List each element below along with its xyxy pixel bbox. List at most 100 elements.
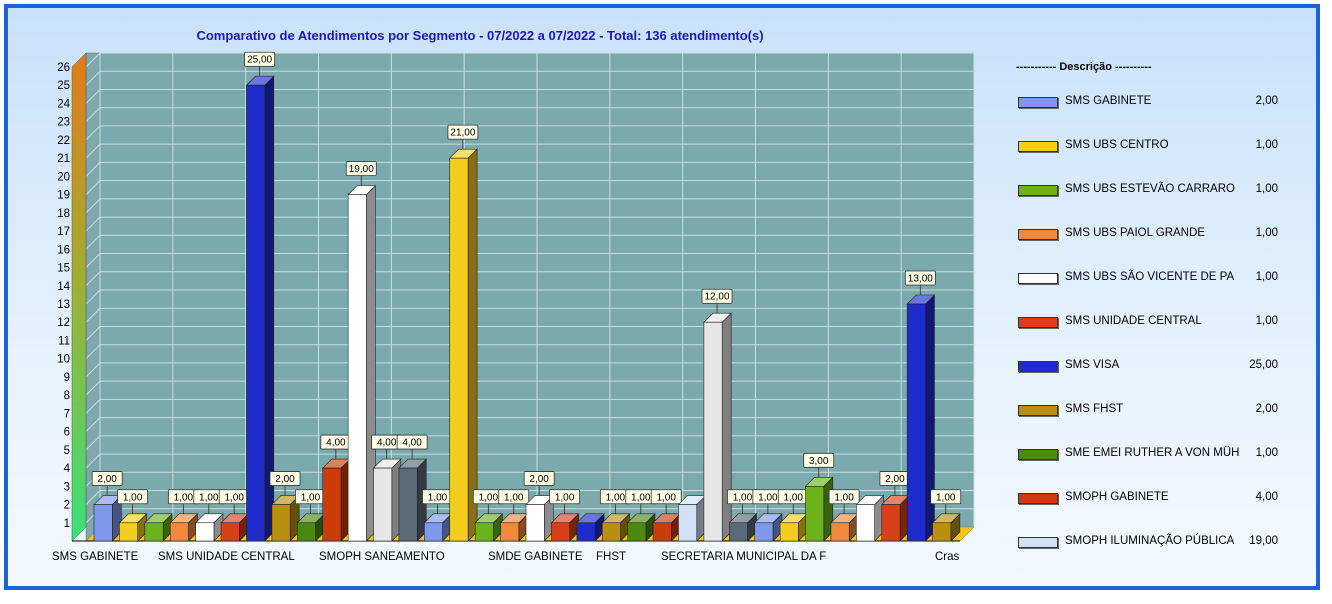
data-label: 2,00 bbox=[529, 474, 549, 485]
data-label: 1,00 bbox=[834, 492, 854, 503]
legend-swatch bbox=[1018, 537, 1058, 548]
data-label-box bbox=[244, 51, 276, 67]
gridline-h-side bbox=[85, 180, 101, 195]
gridline-h-side bbox=[85, 253, 101, 268]
data-label: 1,00 bbox=[758, 492, 778, 503]
gridline-h-side bbox=[85, 52, 101, 68]
y-tick-label: 15 bbox=[57, 263, 70, 275]
bar bbox=[551, 522, 571, 542]
data-label-box bbox=[269, 471, 301, 486]
bar bbox=[728, 522, 748, 542]
legend-value: 1,00 bbox=[1255, 139, 1278, 151]
bar bbox=[881, 504, 901, 542]
legend-label: SMS UNIDADE CENTRAL bbox=[1065, 315, 1202, 327]
y-tick-label: 7 bbox=[64, 408, 70, 420]
bar bbox=[474, 522, 494, 542]
legend-value: 19,00 bbox=[1249, 535, 1278, 547]
data-label: 1,00 bbox=[936, 492, 956, 503]
gridline-h-side bbox=[85, 453, 101, 469]
y-tick-label: 1 bbox=[64, 518, 70, 530]
data-label: 1,00 bbox=[199, 492, 219, 503]
y-tick-label: 20 bbox=[57, 171, 70, 183]
bar-side bbox=[721, 312, 732, 542]
legend-swatch bbox=[1018, 185, 1058, 196]
legend-title: ----------- Descrição ---------- bbox=[1016, 61, 1152, 73]
legend-swatch bbox=[1018, 493, 1058, 504]
legend-label: SMOPH ILUMINAÇÃO PÚBLICA bbox=[1065, 535, 1235, 547]
legend-item: SMOPH ILUMINAÇÃO PÚBLICA 19,00 bbox=[1018, 535, 1278, 551]
data-label-box bbox=[549, 489, 580, 505]
bar bbox=[144, 522, 164, 542]
data-label-box bbox=[523, 471, 555, 486]
legend-label: SMS VISA bbox=[1065, 359, 1120, 371]
data-label: 1,00 bbox=[224, 492, 244, 503]
legend-item: SMS UBS PAIOL GRANDE 1,00 bbox=[1018, 227, 1278, 243]
bar bbox=[449, 157, 469, 542]
y-tick-label: 17 bbox=[57, 226, 70, 238]
legend-swatch bbox=[1018, 405, 1058, 416]
data-label: 12,00 bbox=[705, 292, 730, 303]
bar bbox=[322, 467, 342, 542]
y-tick-label: 10 bbox=[57, 354, 70, 366]
legend-item: SMS UBS CENTRO 1,00 bbox=[1018, 139, 1278, 155]
legend-value: 1,00 bbox=[1255, 447, 1278, 459]
data-label: 1,00 bbox=[784, 492, 804, 503]
legend-item: SME EMEI RUTHER A VON MÜH 1,00 bbox=[1018, 447, 1278, 463]
data-label: 1,00 bbox=[631, 492, 651, 503]
bar bbox=[627, 522, 647, 542]
gridline-h-side bbox=[85, 143, 101, 159]
data-label: 4,00 bbox=[377, 438, 397, 449]
y-tick-label: 13 bbox=[57, 299, 70, 311]
y-tick-label: 9 bbox=[64, 372, 70, 384]
legend-label: SMOPH GABINETE bbox=[1065, 491, 1169, 503]
gridline-h-side bbox=[85, 107, 101, 123]
legend-item: SMS VISA 25,00 bbox=[1018, 359, 1278, 375]
data-label: 1,00 bbox=[733, 492, 753, 503]
bar bbox=[220, 522, 240, 542]
gridline-h-side bbox=[85, 490, 101, 505]
gridline-h-side bbox=[85, 289, 101, 305]
data-label: 1,00 bbox=[479, 492, 499, 503]
bar bbox=[93, 504, 113, 542]
gridline-h-side bbox=[85, 70, 101, 86]
y-tick-label: 18 bbox=[57, 208, 70, 220]
legend-label: SMS GABINETE bbox=[1065, 95, 1152, 107]
gridline-h-side bbox=[85, 362, 101, 378]
y-tick-label: 14 bbox=[57, 281, 70, 293]
data-label: 2,00 bbox=[885, 474, 905, 485]
legend-label: SMS UBS PAIOL GRANDE bbox=[1065, 227, 1205, 239]
category-label: SMS UNIDADE CENTRAL bbox=[158, 551, 295, 563]
legend-value: 25,00 bbox=[1249, 359, 1278, 371]
data-label: 1,00 bbox=[606, 492, 626, 503]
legend-item: SMS UBS ESTEVÃO CARRARO 1,00 bbox=[1018, 183, 1278, 199]
legend-swatch bbox=[1018, 317, 1058, 328]
data-label: 1,00 bbox=[123, 492, 143, 503]
y-tick-label: 16 bbox=[57, 244, 70, 256]
data-label: 1,00 bbox=[428, 492, 448, 503]
bar bbox=[373, 467, 393, 542]
legend-item: SMOPH GABINETE 4,00 bbox=[1018, 491, 1278, 507]
category-label: SECRETARIA MUNICIPAL DA F bbox=[661, 551, 826, 563]
legend-value: 2,00 bbox=[1255, 403, 1278, 415]
gridline-h-side bbox=[85, 162, 101, 177]
legend-label: SMS FHST bbox=[1065, 403, 1124, 415]
bar bbox=[601, 522, 621, 542]
bar bbox=[754, 522, 774, 542]
left-wall bbox=[71, 52, 87, 542]
bar bbox=[119, 522, 139, 542]
legend-value: 1,00 bbox=[1255, 271, 1278, 283]
bar bbox=[779, 522, 799, 542]
data-label-box bbox=[930, 489, 962, 505]
bar bbox=[169, 522, 189, 542]
legend-label: SME EMEI RUTHER A VON MÜH bbox=[1065, 447, 1240, 459]
bar bbox=[347, 194, 367, 542]
legend-value: 1,00 bbox=[1255, 315, 1278, 327]
bar bbox=[906, 303, 926, 542]
legend-swatch bbox=[1018, 229, 1058, 240]
bar-side bbox=[467, 148, 478, 542]
legend-value: 4,00 bbox=[1255, 491, 1278, 503]
data-label-box bbox=[91, 471, 123, 486]
gridline-h-side bbox=[85, 417, 101, 432]
y-tick-label: 4 bbox=[64, 463, 71, 475]
category-label: Cras bbox=[935, 551, 960, 563]
